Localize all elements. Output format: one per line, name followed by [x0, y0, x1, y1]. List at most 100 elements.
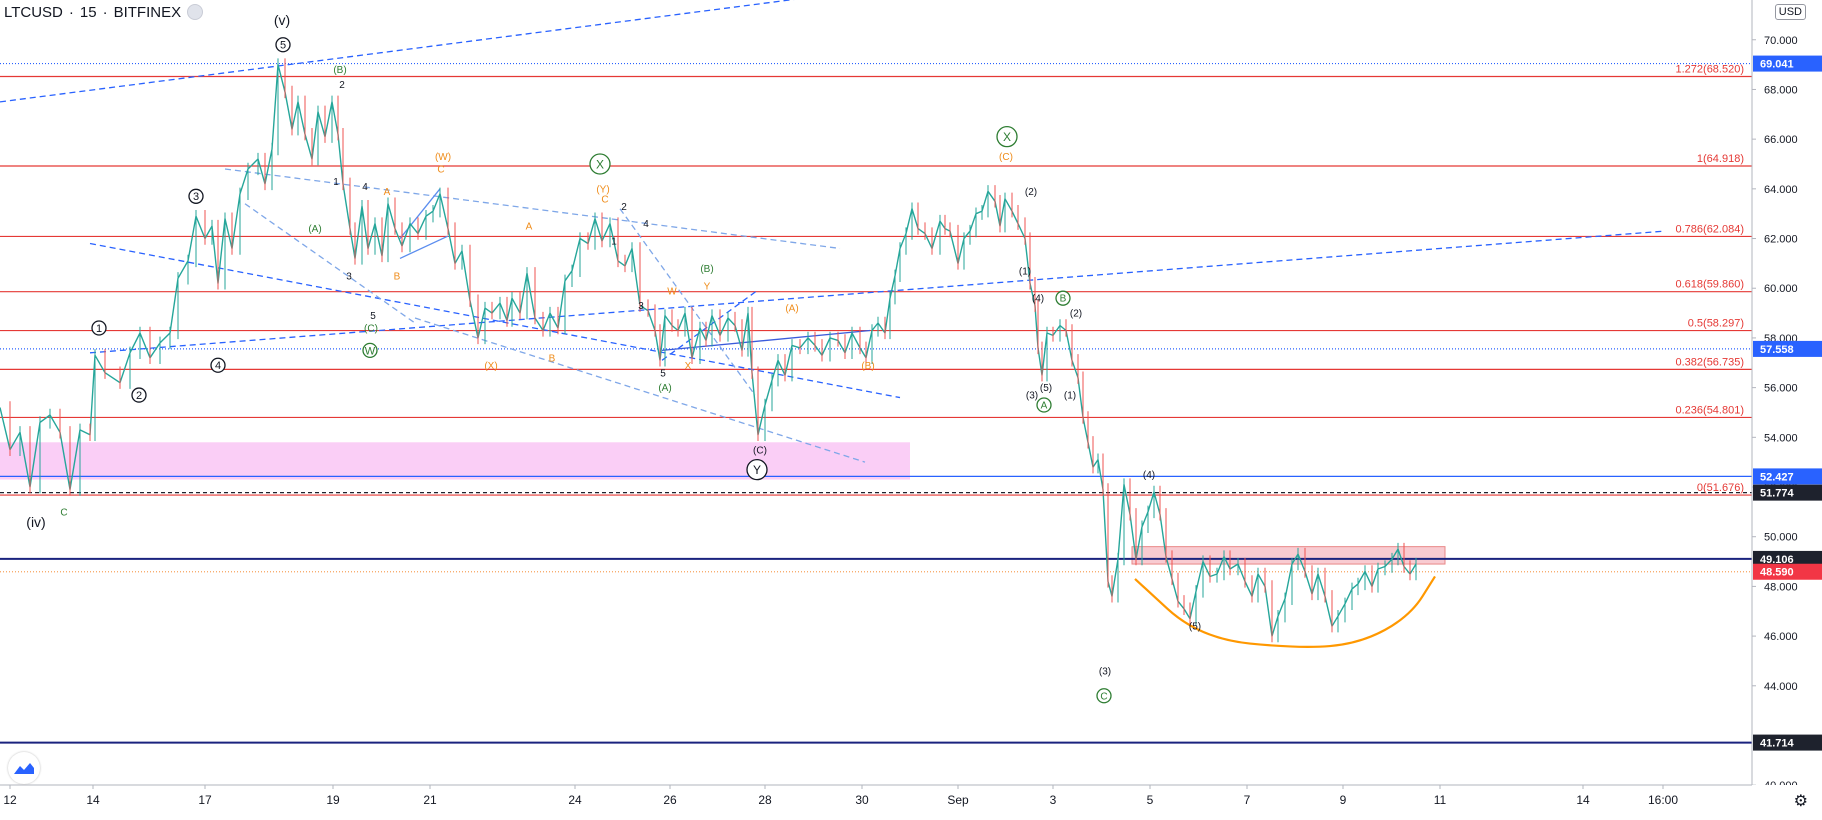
separator: ·	[68, 3, 74, 21]
wave-label-circle	[1096, 688, 1112, 704]
wave-label-text: C	[1100, 691, 1107, 702]
x-tick-label: 21	[423, 793, 437, 807]
wave-label-text: Y	[753, 463, 761, 477]
price-axis-panel	[1752, 0, 1822, 815]
symbol-name[interactable]: LTCUSD	[4, 3, 63, 21]
y-tick-label: 62.000	[1764, 234, 1798, 246]
y-tick-label: 46.000	[1764, 631, 1798, 643]
wave-label: (A)	[308, 224, 321, 235]
wave-label: (iv)	[26, 514, 45, 530]
wave-label-text: (C)	[999, 152, 1013, 163]
wave-label-text: A	[526, 222, 533, 233]
wave-label-text: 1	[96, 323, 102, 335]
fib-level-label: 0.786(62.084)	[1676, 223, 1745, 235]
x-tick-label: 14	[86, 793, 100, 807]
wave-label-text: 5	[370, 311, 376, 322]
y-tick-label: 44.000	[1764, 681, 1798, 693]
wave-label-text: (2)	[1070, 309, 1082, 320]
settings-gear-icon[interactable]: ⚙	[1793, 793, 1808, 810]
trendline	[619, 208, 756, 396]
wave-label: (v)	[274, 12, 290, 28]
wave-label: (B)	[333, 65, 346, 76]
x-tick-label: Sep	[947, 793, 969, 807]
x-tick-label: 26	[663, 793, 677, 807]
fib-level-label: 0.236(54.801)	[1676, 404, 1745, 416]
wave-label-text: (X)	[484, 361, 497, 372]
wave-label-text: (W)	[435, 152, 451, 163]
wave-label: X	[996, 126, 1018, 148]
x-tick-label: 17	[198, 793, 212, 807]
wave-label-text: C	[601, 194, 608, 205]
wave-label-circle	[996, 126, 1018, 148]
wave-label: (3)	[1026, 391, 1038, 402]
wave-label: (C)	[753, 445, 767, 456]
trendline	[399, 188, 441, 239]
wave-label-text: 5	[280, 40, 286, 52]
trendline	[0, 0, 795, 103]
wave-label-text: 1	[333, 177, 339, 188]
wave-label: X	[589, 153, 611, 175]
wave-label: X	[685, 361, 692, 372]
wave-label: (2)	[1070, 309, 1082, 320]
wave-label-text: (C)	[753, 445, 767, 456]
wave-label: (A)	[658, 383, 671, 394]
wave-label-text: (4)	[1032, 294, 1044, 305]
wave-label: (B)	[700, 264, 713, 275]
wave-label-text: X	[685, 361, 692, 372]
wave-label-circle	[1055, 290, 1071, 306]
wave-label-text: (A)	[658, 383, 671, 394]
y-tick-label: 66.000	[1764, 134, 1798, 146]
wave-label: A	[1036, 397, 1052, 413]
separator: ·	[102, 3, 108, 21]
price-axis-label: 51.774	[1753, 484, 1822, 501]
x-tick-label: 9	[1340, 793, 1347, 807]
status-dot-icon	[187, 4, 204, 20]
wave-label: 2	[131, 387, 147, 403]
wave-label: W	[362, 342, 378, 359]
wave-label-text: X	[1003, 130, 1011, 144]
price-axis-label-bg	[1753, 734, 1822, 751]
wave-label-text: 3	[193, 191, 199, 203]
wave-label-text: 5	[660, 368, 666, 379]
wave-label: (4)	[1032, 294, 1044, 305]
wave-label: 4	[210, 357, 226, 373]
wave-label-circle	[188, 188, 204, 204]
wave-label: 1	[91, 320, 107, 336]
wave-label-text: 2	[339, 80, 345, 91]
wave-label: W	[667, 286, 677, 297]
price-axis-label-text: 57.558	[1760, 344, 1794, 356]
x-tick-label: 24	[568, 793, 582, 807]
wave-label-text: (A)	[785, 304, 798, 315]
trendline	[89, 242, 901, 399]
wave-label-text: 4	[643, 219, 649, 230]
x-tick-label: 30	[855, 793, 869, 807]
tradingview-logo-icon[interactable]	[8, 752, 40, 784]
wave-label-circle	[589, 153, 611, 175]
wave-label: 3	[346, 271, 352, 282]
wave-label-text: (B)	[700, 264, 713, 275]
fib-level-label: 1(64.918)	[1697, 153, 1744, 165]
interval-label[interactable]: 15	[79, 3, 97, 21]
wave-label-text: 2	[621, 202, 627, 213]
wave-label: C	[60, 507, 67, 518]
wave-label: 2	[339, 80, 345, 91]
wave-label: (Y)	[596, 184, 609, 195]
wave-label-text: (5)	[1040, 383, 1052, 394]
symbol-header: LTCUSD · 15 · BITFINEX	[0, 0, 204, 24]
wave-label: 2	[621, 202, 627, 213]
wave-label-circle	[131, 387, 147, 403]
rounding-bottom-curve	[1134, 575, 1436, 648]
wave-label-text: (3)	[1099, 666, 1111, 677]
wave-label-text: X	[596, 157, 604, 171]
wave-label: 5	[275, 37, 291, 53]
wave-label: C	[601, 194, 608, 205]
wave-label-text: W	[667, 286, 677, 297]
wave-label-text: 3	[346, 271, 352, 282]
wave-label-text: A	[384, 187, 391, 198]
currency-badge[interactable]: USD	[1774, 4, 1806, 20]
wave-label-text: (Y)	[596, 184, 609, 195]
wave-label-circle	[1036, 397, 1052, 413]
wave-label: (1)	[1064, 391, 1076, 402]
